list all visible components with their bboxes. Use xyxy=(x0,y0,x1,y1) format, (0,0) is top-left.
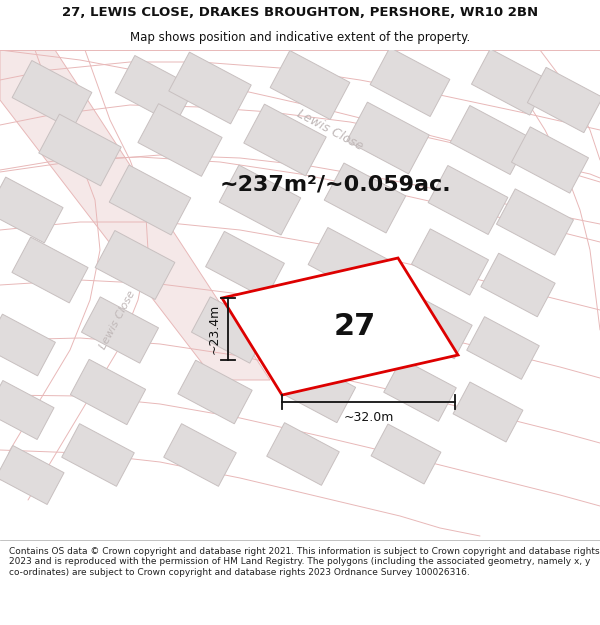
Polygon shape xyxy=(244,104,326,176)
Polygon shape xyxy=(270,51,350,119)
Polygon shape xyxy=(109,165,191,235)
Polygon shape xyxy=(511,127,589,193)
Polygon shape xyxy=(62,424,134,486)
Polygon shape xyxy=(467,317,539,379)
Polygon shape xyxy=(370,48,450,116)
Polygon shape xyxy=(0,177,63,243)
Text: 27, LEWIS CLOSE, DRAKES BROUGHTON, PERSHORE, WR10 2BN: 27, LEWIS CLOSE, DRAKES BROUGHTON, PERSH… xyxy=(62,6,538,19)
Text: Contains OS data © Crown copyright and database right 2021. This information is : Contains OS data © Crown copyright and d… xyxy=(9,547,599,577)
Polygon shape xyxy=(206,231,284,299)
Text: ~23.4m: ~23.4m xyxy=(208,304,221,354)
Polygon shape xyxy=(138,104,222,176)
Polygon shape xyxy=(0,381,54,439)
Polygon shape xyxy=(412,229,488,295)
Text: Map shows position and indicative extent of the property.: Map shows position and indicative extent… xyxy=(130,31,470,44)
Polygon shape xyxy=(178,360,252,424)
Polygon shape xyxy=(371,424,441,484)
Polygon shape xyxy=(12,61,92,129)
Polygon shape xyxy=(70,359,146,424)
Polygon shape xyxy=(39,114,121,186)
Text: ~32.0m: ~32.0m xyxy=(343,411,394,424)
Polygon shape xyxy=(115,56,195,124)
Polygon shape xyxy=(450,106,530,174)
Text: 27: 27 xyxy=(334,312,376,341)
Polygon shape xyxy=(267,422,339,486)
Polygon shape xyxy=(82,297,158,363)
Polygon shape xyxy=(324,163,406,233)
Polygon shape xyxy=(428,166,508,234)
Polygon shape xyxy=(0,314,55,376)
Polygon shape xyxy=(191,297,269,363)
Polygon shape xyxy=(219,165,301,235)
Polygon shape xyxy=(496,189,574,255)
Polygon shape xyxy=(453,382,523,442)
Polygon shape xyxy=(95,231,175,299)
Text: ~237m²/~0.059ac.: ~237m²/~0.059ac. xyxy=(219,175,451,195)
Polygon shape xyxy=(347,102,429,174)
Polygon shape xyxy=(295,294,371,360)
Text: Lewis Close: Lewis Close xyxy=(98,289,137,351)
Polygon shape xyxy=(222,258,458,395)
Polygon shape xyxy=(0,446,64,504)
Polygon shape xyxy=(481,253,555,317)
Polygon shape xyxy=(164,424,236,486)
Polygon shape xyxy=(12,237,88,303)
Polygon shape xyxy=(308,228,388,296)
Polygon shape xyxy=(0,50,270,380)
Polygon shape xyxy=(384,359,456,421)
Polygon shape xyxy=(169,52,251,124)
Polygon shape xyxy=(398,295,472,359)
Text: Lewis Close: Lewis Close xyxy=(295,107,365,153)
Polygon shape xyxy=(527,68,600,132)
Polygon shape xyxy=(280,357,356,422)
Polygon shape xyxy=(472,49,548,115)
